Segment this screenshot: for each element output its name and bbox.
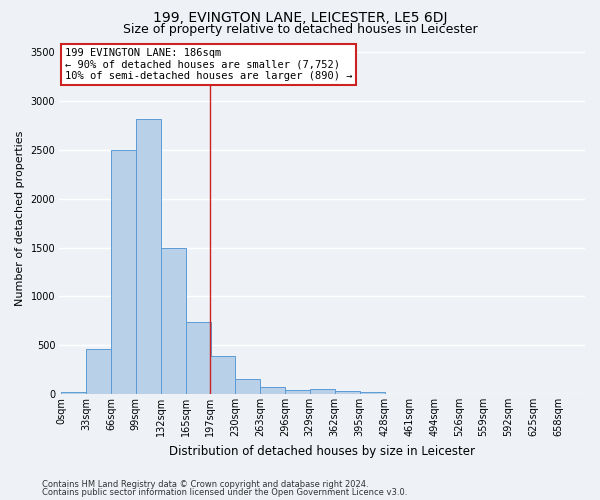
- Bar: [235, 380, 260, 394]
- Text: 199 EVINGTON LANE: 186sqm
← 90% of detached houses are smaller (7,752)
10% of se: 199 EVINGTON LANE: 186sqm ← 90% of detac…: [65, 48, 352, 81]
- Bar: [61, 392, 86, 394]
- Bar: [260, 386, 285, 394]
- Bar: [335, 391, 359, 394]
- Bar: [359, 392, 385, 394]
- Bar: [161, 248, 186, 394]
- Text: Contains HM Land Registry data © Crown copyright and database right 2024.: Contains HM Land Registry data © Crown c…: [42, 480, 368, 489]
- Bar: [210, 356, 235, 394]
- Bar: [111, 150, 136, 394]
- Text: 199, EVINGTON LANE, LEICESTER, LE5 6DJ: 199, EVINGTON LANE, LEICESTER, LE5 6DJ: [153, 11, 447, 25]
- Y-axis label: Number of detached properties: Number of detached properties: [15, 130, 25, 306]
- Text: Size of property relative to detached houses in Leicester: Size of property relative to detached ho…: [122, 24, 478, 36]
- Bar: [186, 322, 211, 394]
- Text: Contains public sector information licensed under the Open Government Licence v3: Contains public sector information licen…: [42, 488, 407, 497]
- X-axis label: Distribution of detached houses by size in Leicester: Distribution of detached houses by size …: [169, 444, 475, 458]
- Bar: [86, 349, 111, 394]
- Bar: [136, 118, 161, 394]
- Bar: [310, 388, 335, 394]
- Bar: [285, 390, 310, 394]
